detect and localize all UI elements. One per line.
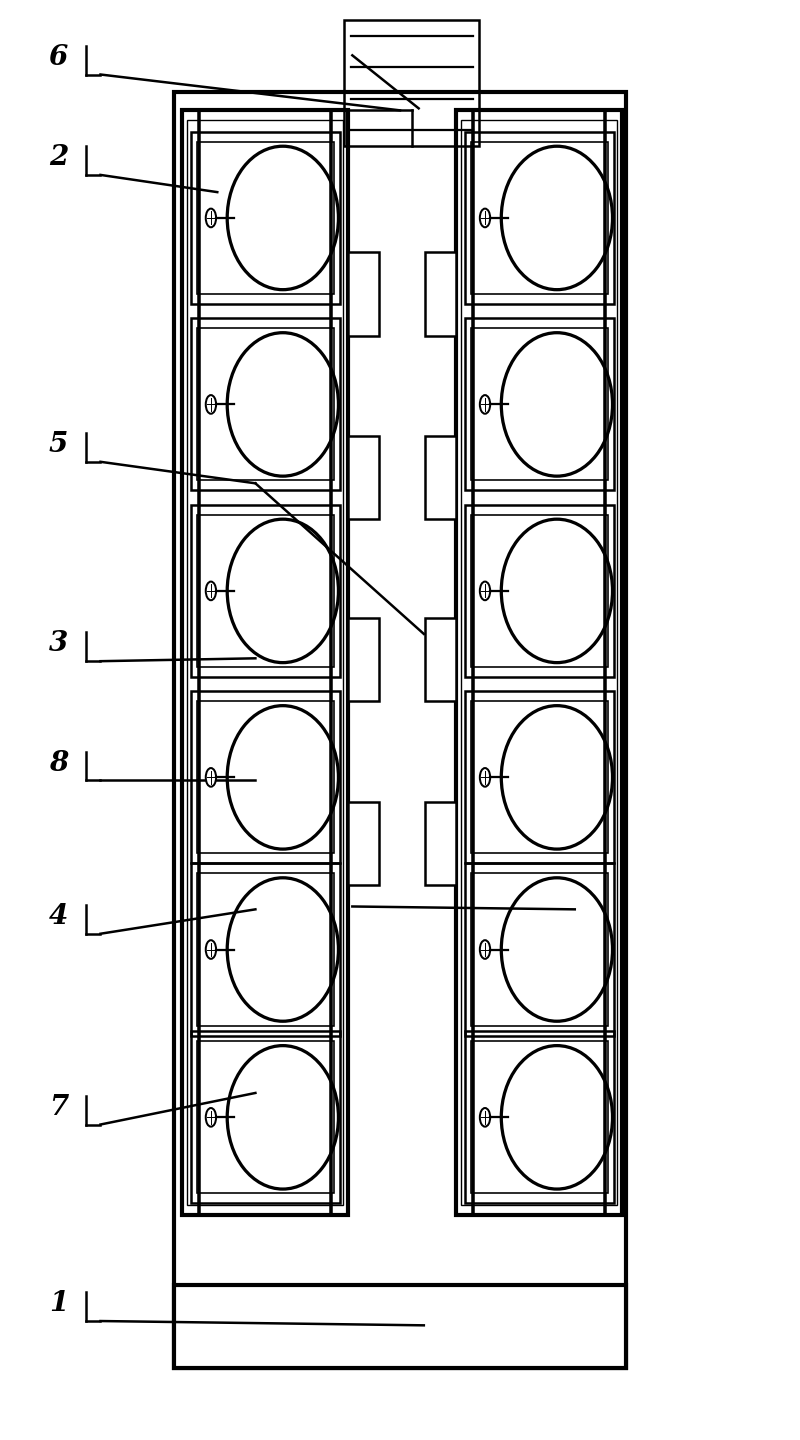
Circle shape <box>480 940 490 959</box>
Bar <box>191 1031 340 1204</box>
Circle shape <box>480 395 490 413</box>
Bar <box>174 1284 626 1368</box>
Bar <box>197 143 334 294</box>
Bar <box>197 1041 334 1194</box>
Text: 7: 7 <box>49 1094 68 1120</box>
Bar <box>344 20 479 147</box>
Bar <box>465 864 614 1035</box>
Bar <box>465 132 614 304</box>
Bar <box>465 505 614 677</box>
Bar <box>191 132 340 304</box>
Bar <box>187 121 343 1205</box>
Bar <box>348 618 378 701</box>
Circle shape <box>480 582 490 600</box>
Text: 5: 5 <box>49 431 68 458</box>
Bar <box>465 691 614 864</box>
Circle shape <box>206 395 216 413</box>
Text: 3: 3 <box>49 631 68 658</box>
Bar <box>426 802 456 886</box>
Text: 1: 1 <box>49 1290 68 1318</box>
Text: 4: 4 <box>49 903 68 930</box>
Bar <box>470 516 608 667</box>
Bar <box>465 1031 614 1204</box>
Circle shape <box>206 940 216 959</box>
Bar <box>197 516 334 667</box>
Bar <box>348 436 378 520</box>
Bar <box>456 111 622 1215</box>
Bar <box>197 328 334 481</box>
Text: 2: 2 <box>49 144 68 171</box>
Bar <box>426 436 456 520</box>
Bar <box>470 328 608 481</box>
Circle shape <box>206 582 216 600</box>
Circle shape <box>480 1107 490 1126</box>
Bar <box>461 121 617 1205</box>
Bar <box>470 701 608 854</box>
Bar <box>470 1041 608 1194</box>
Bar <box>191 691 340 864</box>
Circle shape <box>480 768 490 786</box>
Text: 8: 8 <box>49 750 68 776</box>
Circle shape <box>206 768 216 786</box>
Bar <box>470 143 608 294</box>
Bar <box>426 252 456 336</box>
Bar <box>174 92 626 1368</box>
Bar <box>197 701 334 854</box>
Bar <box>197 874 334 1025</box>
Circle shape <box>206 1107 216 1126</box>
Bar <box>426 618 456 701</box>
Bar <box>348 802 378 886</box>
Text: 6: 6 <box>49 43 68 71</box>
Bar <box>182 111 348 1215</box>
Bar <box>191 318 340 491</box>
Bar <box>470 874 608 1025</box>
Bar <box>191 505 340 677</box>
Bar <box>191 864 340 1035</box>
Bar <box>348 252 378 336</box>
Circle shape <box>480 209 490 228</box>
Bar <box>465 318 614 491</box>
Circle shape <box>206 209 216 228</box>
